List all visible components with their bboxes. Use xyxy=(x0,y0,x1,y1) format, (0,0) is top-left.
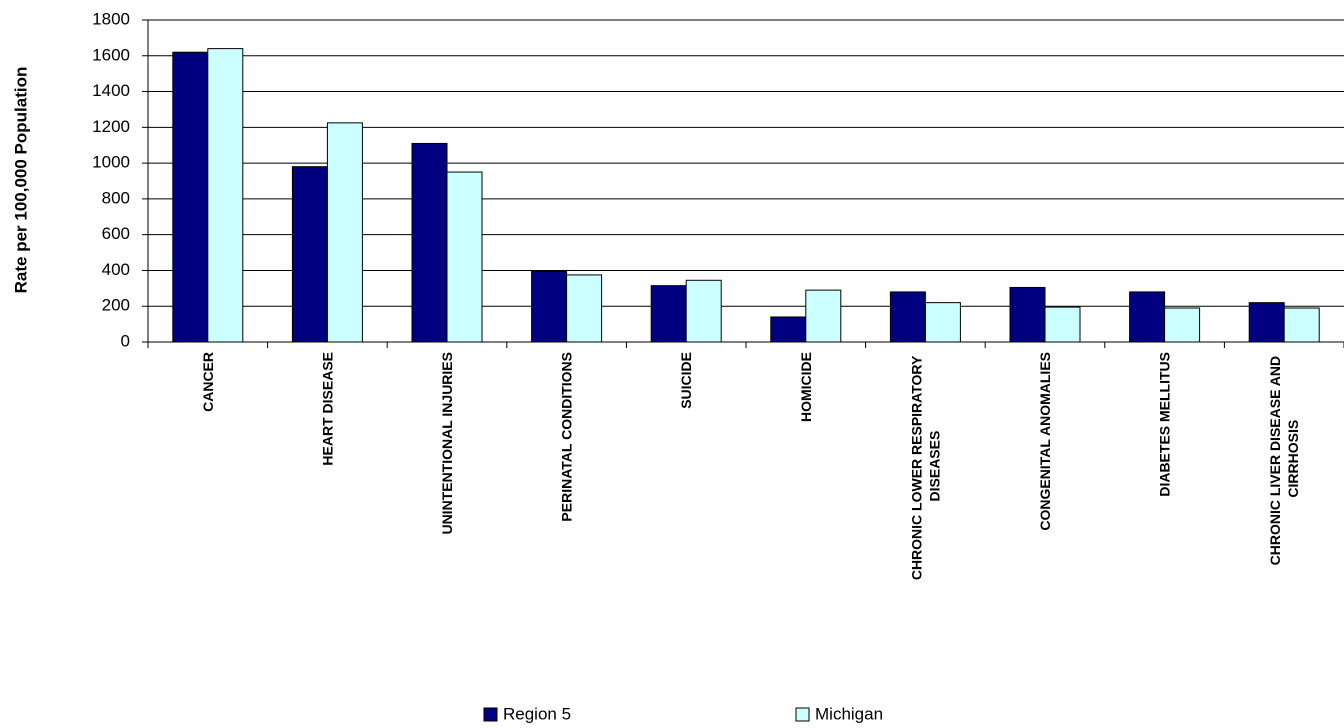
x-tick-label: CHRONIC LOWER RESPIRATORY DISEASES xyxy=(908,352,942,580)
x-tick-label-line: HEART DISEASE xyxy=(319,352,335,466)
bar xyxy=(1283,307,1320,343)
x-tick-label: HEART DISEASE xyxy=(319,352,335,466)
y-axis-label: Rate per 100,000 Population xyxy=(11,67,30,294)
legend-label: Region 5 xyxy=(503,704,571,723)
x-tick-label-line: HOMICIDE xyxy=(798,352,814,422)
bar xyxy=(172,51,209,343)
x-tick-label: UNINTENTIONAL INJURIES xyxy=(439,352,455,535)
x-tick-label: HOMICIDE xyxy=(798,352,814,422)
bar xyxy=(291,166,328,343)
bar xyxy=(411,142,448,343)
x-tick-label: SUICIDE xyxy=(678,352,694,409)
y-tick-label: 200 xyxy=(102,296,130,315)
y-tick-label: 1200 xyxy=(92,117,130,136)
x-tick-label-line: CANCER xyxy=(200,352,216,412)
x-tick-label: CHRONIC LIVER DISEASE AND CIRRHOSIS xyxy=(1267,352,1301,565)
x-tick-label-line: PERINATAL CONDITIONS xyxy=(559,352,575,522)
bar xyxy=(1248,302,1285,343)
y-tick-label: 0 xyxy=(121,331,130,350)
y-tick-label: 600 xyxy=(102,224,130,243)
x-tick-label-line: UNINTENTIONAL INJURIES xyxy=(439,352,455,535)
legend-swatch xyxy=(795,707,810,722)
x-tick-label-line: CHRONIC LIVER DISEASE AND xyxy=(1267,352,1283,565)
legend-swatch xyxy=(483,707,498,722)
x-tick-label: DIABETES MELLITUS xyxy=(1157,352,1173,497)
y-tick-label: 800 xyxy=(102,188,130,207)
y-tick-label: 400 xyxy=(102,260,130,279)
bar xyxy=(805,289,842,343)
bar xyxy=(770,316,807,343)
legend-label: Michigan xyxy=(815,704,883,723)
bar xyxy=(207,48,244,343)
x-tick-label-line: CHRONIC LOWER RESPIRATORY xyxy=(908,352,924,580)
x-tick-label: CANCER xyxy=(200,352,216,412)
bar xyxy=(566,274,603,343)
bar xyxy=(1009,286,1046,343)
y-tick-label: 1400 xyxy=(92,81,130,100)
x-tick-label-line: CONGENITAL ANOMALIES xyxy=(1037,352,1053,531)
bar xyxy=(889,291,926,343)
x-tick-label-line: DIABETES MELLITUS xyxy=(1157,352,1173,497)
bar xyxy=(1044,306,1081,343)
y-tick-label: 1600 xyxy=(92,45,130,64)
x-tick-label: CONGENITAL ANOMALIES xyxy=(1037,352,1053,531)
x-tick-label: PERINATAL CONDITIONS xyxy=(559,352,575,522)
bar xyxy=(924,302,961,343)
y-tick-label: 1000 xyxy=(92,153,130,172)
bar xyxy=(1164,307,1201,343)
bar xyxy=(685,279,722,343)
x-tick-label-line: SUICIDE xyxy=(678,352,694,409)
x-tick-label-line: DISEASES xyxy=(926,431,942,502)
bar xyxy=(326,122,363,343)
x-tick-label-line: CIRRHOSIS xyxy=(1285,420,1301,498)
y-tick-label: 1800 xyxy=(92,9,130,28)
bar xyxy=(1129,291,1166,343)
bar xyxy=(650,285,687,343)
bar xyxy=(446,171,483,343)
bar xyxy=(531,270,568,343)
